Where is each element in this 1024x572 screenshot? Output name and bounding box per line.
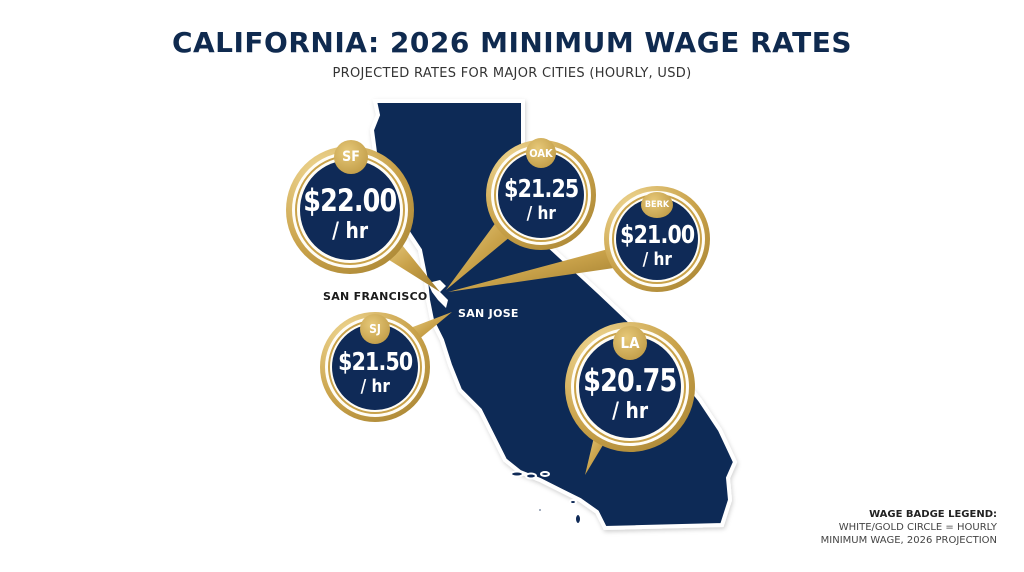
page-title: CALIFORNIA: 2026 MINIMUM WAGE RATES xyxy=(171,26,853,59)
badge-code-la: LA xyxy=(613,326,647,360)
label-san-francisco: SAN FRANCISCO xyxy=(323,290,428,303)
badge-unit-la: / hr xyxy=(612,398,648,424)
badge-code-oak: OAK xyxy=(526,138,556,168)
legend-line-2: MINIMUM WAGE, 2026 PROJECTION xyxy=(820,535,997,546)
legend: WAGE BADGE LEGEND: WHITE/GOLD CIRCLE = H… xyxy=(821,508,997,547)
berk-pointer xyxy=(448,248,614,292)
badge-unit-berk: / hr xyxy=(642,249,672,270)
badge-la: LA $20.75 / hr xyxy=(565,322,695,452)
badge-amount-sj: $21.50 xyxy=(337,347,413,376)
legend-title: WAGE BADGE LEGEND: xyxy=(869,509,997,520)
badge-berk: BERK $21.00 / hr xyxy=(604,186,710,292)
badge-oak: OAK $21.25 / hr xyxy=(486,138,596,250)
page-subtitle: PROJECTED RATES FOR MAJOR CITIES (HOURLY… xyxy=(332,66,692,81)
badge-code-sf: SF xyxy=(334,140,368,174)
badge-sj: SJ $21.50 / hr xyxy=(320,312,430,422)
badge-sf: SF $22.00 / hr xyxy=(286,140,414,274)
badge-unit-sf: / hr xyxy=(332,218,368,244)
channel-islands xyxy=(510,470,582,525)
badge-unit-oak: / hr xyxy=(526,203,556,224)
badge-amount-berk: $21.00 xyxy=(619,220,695,249)
badge-code-sj: SJ xyxy=(360,314,390,344)
legend-line-1: WHITE/GOLD CIRCLE = HOURLY xyxy=(838,522,997,533)
badge-amount-sf: $22.00 xyxy=(303,182,397,219)
badge-code-berk: BERK xyxy=(641,192,673,218)
badge-amount-la: $20.75 xyxy=(583,362,677,399)
badge-amount-oak: $21.25 xyxy=(503,174,579,203)
label-san-jose: SAN JOSE xyxy=(458,307,519,320)
badge-unit-sj: / hr xyxy=(360,376,390,397)
